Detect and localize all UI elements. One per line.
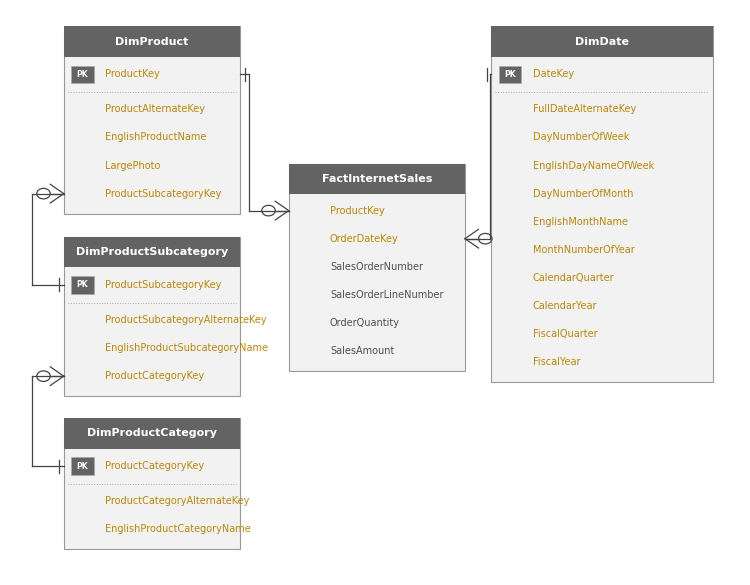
FancyBboxPatch shape bbox=[289, 164, 465, 371]
FancyBboxPatch shape bbox=[71, 457, 94, 475]
Text: ProductSubcategoryAlternateKey: ProductSubcategoryAlternateKey bbox=[105, 315, 267, 325]
FancyBboxPatch shape bbox=[289, 164, 465, 194]
Text: CalendarYear: CalendarYear bbox=[532, 301, 597, 311]
Text: DayNumberOfWeek: DayNumberOfWeek bbox=[532, 132, 628, 143]
Text: PK: PK bbox=[76, 462, 88, 471]
Text: DimProductSubcategory: DimProductSubcategory bbox=[76, 247, 228, 257]
FancyBboxPatch shape bbox=[491, 26, 712, 57]
Text: PK: PK bbox=[76, 280, 88, 290]
Text: EnglishProductSubcategoryName: EnglishProductSubcategoryName bbox=[105, 343, 268, 353]
FancyBboxPatch shape bbox=[71, 276, 94, 294]
Text: EnglishProductName: EnglishProductName bbox=[105, 132, 206, 143]
Text: DimDate: DimDate bbox=[574, 36, 628, 47]
Text: EnglishDayNameOfWeek: EnglishDayNameOfWeek bbox=[532, 160, 654, 171]
Text: DayNumberOfMonth: DayNumberOfMonth bbox=[532, 188, 633, 199]
Text: ProductKey: ProductKey bbox=[105, 69, 160, 80]
Text: SalesOrderLineNumber: SalesOrderLineNumber bbox=[330, 290, 443, 300]
Text: ProductKey: ProductKey bbox=[330, 205, 385, 216]
Text: ProductSubcategoryKey: ProductSubcategoryKey bbox=[105, 280, 221, 290]
Text: ProductAlternateKey: ProductAlternateKey bbox=[105, 104, 205, 115]
FancyBboxPatch shape bbox=[64, 26, 240, 57]
Text: PK: PK bbox=[504, 70, 516, 79]
FancyBboxPatch shape bbox=[64, 26, 240, 214]
Text: PK: PK bbox=[76, 70, 88, 79]
FancyBboxPatch shape bbox=[64, 418, 240, 449]
Text: MonthNumberOfYear: MonthNumberOfYear bbox=[532, 245, 634, 255]
Text: DimProduct: DimProduct bbox=[116, 36, 188, 47]
Text: EnglishProductCategoryName: EnglishProductCategoryName bbox=[105, 524, 250, 535]
Text: ProductCategoryKey: ProductCategoryKey bbox=[105, 371, 204, 381]
Text: FiscalQuarter: FiscalQuarter bbox=[532, 329, 597, 339]
Text: LargePhoto: LargePhoto bbox=[105, 160, 160, 171]
Text: EnglishMonthName: EnglishMonthName bbox=[532, 216, 628, 227]
FancyBboxPatch shape bbox=[64, 237, 240, 267]
Text: FiscalYear: FiscalYear bbox=[532, 357, 580, 367]
Text: OrderDateKey: OrderDateKey bbox=[330, 233, 399, 244]
Text: FactInternetSales: FactInternetSales bbox=[322, 174, 432, 184]
Text: DimProductCategory: DimProductCategory bbox=[87, 428, 217, 439]
Text: SalesOrderNumber: SalesOrderNumber bbox=[330, 261, 423, 272]
Text: SalesAmount: SalesAmount bbox=[330, 346, 394, 356]
Text: FullDateAlternateKey: FullDateAlternateKey bbox=[532, 104, 636, 115]
FancyBboxPatch shape bbox=[491, 26, 712, 382]
Text: ProductSubcategoryKey: ProductSubcategoryKey bbox=[105, 188, 221, 199]
Text: ProductCategoryKey: ProductCategoryKey bbox=[105, 461, 204, 472]
Text: ProductCategoryAlternateKey: ProductCategoryAlternateKey bbox=[105, 496, 249, 507]
Text: OrderQuantity: OrderQuantity bbox=[330, 318, 400, 328]
FancyBboxPatch shape bbox=[64, 237, 240, 396]
FancyBboxPatch shape bbox=[71, 66, 94, 83]
FancyBboxPatch shape bbox=[499, 66, 521, 83]
Text: CalendarQuarter: CalendarQuarter bbox=[532, 273, 614, 283]
FancyBboxPatch shape bbox=[64, 418, 240, 549]
Text: DateKey: DateKey bbox=[532, 69, 574, 80]
